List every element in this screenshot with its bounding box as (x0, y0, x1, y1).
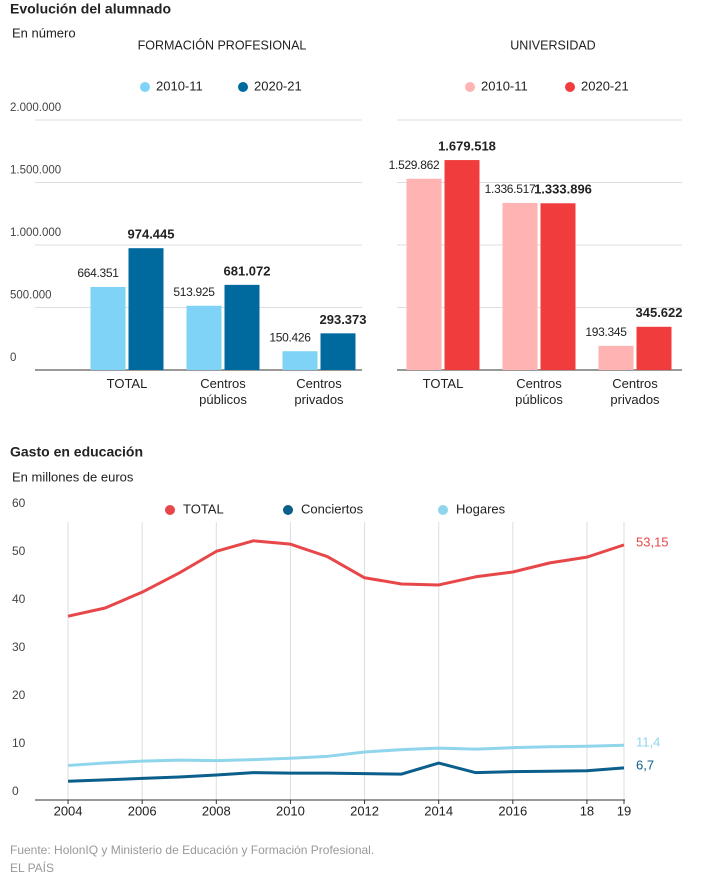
x-tick-label: TOTAL (106, 376, 148, 391)
end-label: 53,15 (636, 534, 669, 549)
value-label: 1.336.517 (485, 182, 536, 196)
y-tick-label: 60 (12, 496, 26, 510)
bar (540, 203, 576, 370)
line (68, 761, 625, 783)
legend-swatch (565, 82, 575, 92)
value-label: 1.529.862 (389, 158, 440, 172)
x-tick-label: 2008 (202, 803, 231, 818)
chart-title: UNIVERSIDAD (510, 38, 595, 52)
x-tick-label: Centros públicos (199, 376, 247, 407)
bar (282, 351, 318, 370)
legend-swatch (465, 82, 475, 92)
value-label: 293.373 (320, 312, 367, 327)
bar (128, 248, 164, 370)
line (67, 743, 625, 767)
chart-subtitle: En millones de euros (12, 469, 134, 484)
bar (186, 305, 222, 370)
value-label: 664.351 (77, 266, 119, 280)
x-tick-label: 2012 (350, 803, 379, 818)
value-label: 513.925 (173, 285, 215, 299)
legend-swatch (283, 505, 293, 515)
line (67, 539, 625, 618)
x-tick-label: Centros privados (610, 376, 660, 407)
section-subtitle: En número (12, 25, 76, 40)
x-tick-label: 2016 (498, 803, 527, 818)
x-tick-label: Centros públicos (515, 376, 563, 407)
chart-title: FORMACIÓN PROFESIONAL (138, 37, 307, 52)
value-label: 1.679.518 (438, 138, 496, 153)
legend-label: Hogares (456, 501, 506, 516)
y-tick-label: 0 (10, 352, 16, 364)
y-tick-label: 40 (12, 592, 26, 606)
x-tick-label: 18 (580, 803, 594, 818)
x-tick-label: 2006 (128, 803, 157, 818)
x-tick-label-box: Centros privados (610, 376, 660, 407)
value-label: 345.622 (636, 305, 683, 320)
bar (406, 178, 442, 370)
legend-label: 2010-11 (156, 78, 203, 93)
x-tick-label: 2004 (54, 803, 83, 818)
x-tick-label-box: TOTAL (422, 376, 464, 391)
x-tick-label-box: Centros privados (294, 376, 344, 407)
y-tick-label: 20 (12, 688, 26, 702)
x-tick-label: 19 (617, 803, 631, 818)
end-label: 6,7 (636, 757, 654, 772)
chart-title: Gasto en educación (10, 444, 143, 460)
legend-label: 2010-11 (481, 78, 528, 93)
value-label: 193.345 (585, 325, 627, 339)
x-tick-label: Centros privados (294, 376, 344, 407)
bar (444, 160, 480, 370)
legend-swatch (165, 505, 175, 515)
value-label: 150.426 (269, 330, 311, 344)
y-tick-label: 30 (12, 640, 26, 654)
legend-label: TOTAL (183, 501, 224, 516)
y-tick-label: 0 (12, 784, 19, 798)
x-tick-label-box: Centros públicos (515, 376, 563, 407)
legend-label: 2020-21 (254, 78, 302, 93)
bar (90, 286, 126, 370)
legend-swatch (140, 82, 150, 92)
y-tick-label: 50 (12, 544, 26, 558)
legend-swatch (238, 82, 248, 92)
value-label: 1.333.896 (534, 182, 592, 197)
x-tick-label-box: Centros públicos (199, 376, 247, 407)
y-tick-label: 1.000.000 (10, 227, 61, 239)
value-label: 681.072 (224, 263, 271, 278)
x-tick-label: 2014 (424, 803, 453, 818)
bar (636, 326, 672, 370)
bar (224, 284, 260, 370)
legend-swatch (438, 505, 448, 515)
end-label: 11,4 (636, 735, 660, 750)
section-title: Evolución del alumnado (10, 1, 171, 17)
y-tick-label: 2.000.000 (10, 102, 61, 114)
y-tick-label: 500.000 (10, 290, 52, 302)
y-tick-label: 10 (12, 736, 26, 750)
y-tick-label: 1.500.000 (10, 165, 61, 177)
bar (502, 202, 538, 370)
source: EL PAÍS (10, 860, 54, 875)
legend-label: 2020-21 (581, 78, 629, 93)
bar (598, 345, 634, 370)
x-tick-label-box: TOTAL (106, 376, 148, 391)
x-tick-label: TOTAL (422, 376, 464, 391)
source: Fuente: HolonIQ y Ministerio de Educació… (10, 843, 374, 857)
value-label: 974.445 (128, 227, 175, 242)
bar (320, 333, 356, 370)
x-tick-label: 2010 (276, 803, 305, 818)
legend-label: Conciertos (301, 501, 364, 516)
